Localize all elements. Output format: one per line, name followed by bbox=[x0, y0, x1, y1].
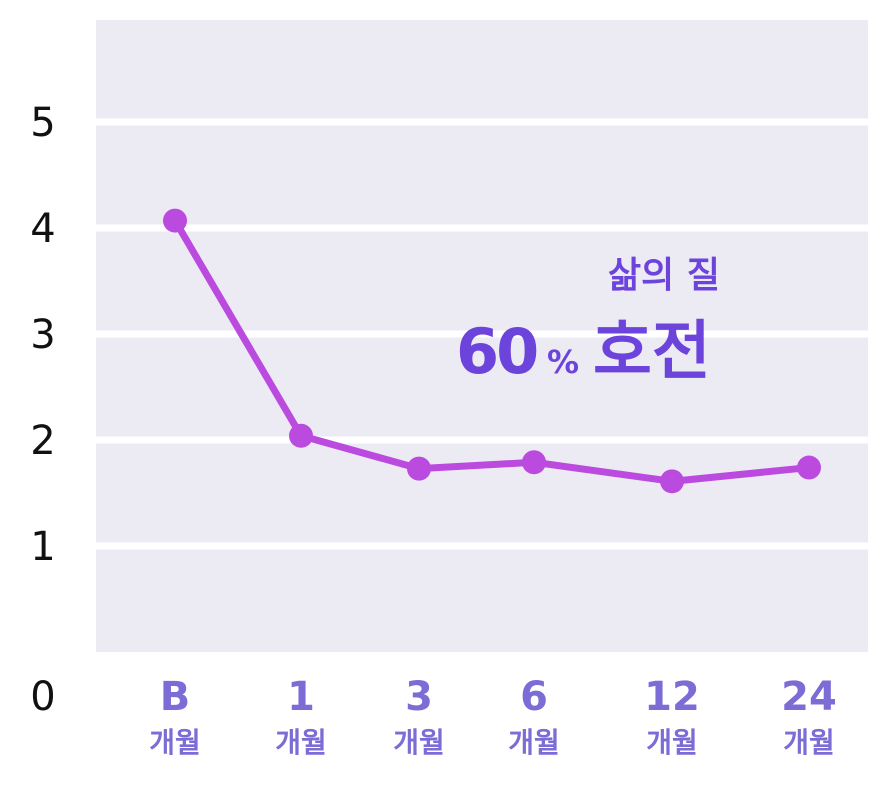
annotation-percent-sign: % bbox=[547, 343, 579, 381]
x-tick-sublabel-3: 개월 bbox=[393, 726, 445, 759]
x-axis-labels: B 개월 1 개월 3 개월 6 개월 12 개월 24 개월 bbox=[149, 674, 837, 759]
data-point-6 bbox=[522, 450, 546, 475]
y-tick-label-5: 5 bbox=[30, 100, 55, 146]
y-tick-label-4: 4 bbox=[30, 206, 55, 252]
y-axis-labels: 0 1 2 3 4 5 bbox=[30, 100, 55, 720]
x-tick-label-6: 6 bbox=[520, 674, 548, 720]
x-tick-sublabel-1: 개월 bbox=[275, 726, 327, 759]
x-tick-label-1: 1 bbox=[287, 674, 315, 720]
y-tick-label-3: 3 bbox=[30, 312, 55, 358]
annotation-percent-number: 60 bbox=[456, 315, 537, 388]
x-tick-sublabel-12: 개월 bbox=[646, 726, 698, 759]
series-quality-of-life bbox=[163, 208, 821, 494]
annotation-line1: 삶의 질 bbox=[608, 255, 720, 296]
data-point-1 bbox=[289, 423, 313, 448]
series-line bbox=[171, 217, 813, 485]
data-point-12 bbox=[660, 469, 684, 494]
y-tick-label-2: 2 bbox=[30, 418, 55, 464]
x-tick-sublabel-24: 개월 bbox=[783, 726, 835, 759]
annotation-word: 호전 bbox=[593, 315, 711, 389]
x-tick-label-B: B bbox=[160, 674, 191, 720]
x-tick-label-3: 3 bbox=[405, 674, 433, 720]
data-point-B bbox=[163, 208, 187, 233]
data-point-3 bbox=[407, 456, 431, 481]
annotation: 삶의 질 60 % 호전 bbox=[456, 255, 720, 389]
gridlines bbox=[96, 118, 868, 550]
x-tick-sublabel-6: 개월 bbox=[508, 726, 560, 759]
data-point-24 bbox=[797, 455, 821, 480]
y-tick-label-1: 1 bbox=[30, 524, 55, 570]
x-tick-label-24: 24 bbox=[781, 674, 837, 720]
y-tick-label-0: 0 bbox=[30, 674, 55, 720]
x-tick-label-12: 12 bbox=[644, 674, 700, 720]
x-tick-sublabel-B: 개월 bbox=[149, 726, 201, 759]
